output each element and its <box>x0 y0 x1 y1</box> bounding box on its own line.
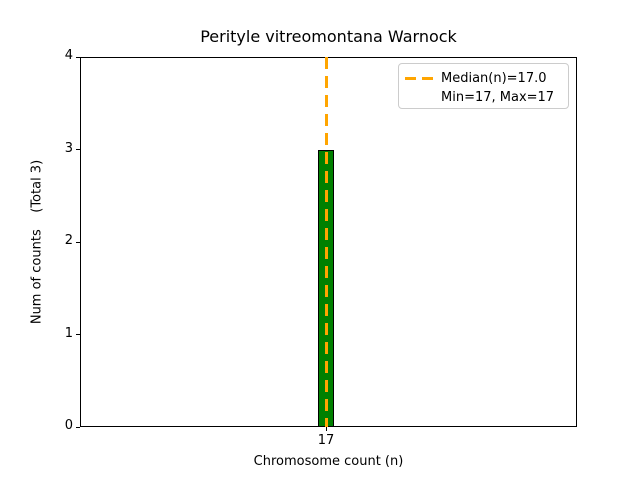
y-tick-mark <box>76 426 80 428</box>
y-tick-mark <box>76 149 80 150</box>
median-dashed-line-icon <box>405 77 433 80</box>
y-tick-mark <box>76 241 80 243</box>
legend-label-median: Median(n)=17.0 <box>441 71 547 86</box>
y-tick-mark <box>76 334 80 335</box>
x-tick-mark <box>325 427 327 431</box>
x-tick-label: 17 <box>317 433 335 448</box>
legend-handle-spacer <box>405 96 433 99</box>
chart-title: Perityle vitreomontana Warnock <box>200 27 457 46</box>
y-tick-label: 0 <box>64 418 73 433</box>
legend-label-minmax: Min=17, Max=17 <box>441 90 555 105</box>
y-tick-label: 4 <box>64 48 73 63</box>
y-tick-label: 3 <box>64 140 73 156</box>
y-tick-label: 1 <box>64 325 73 341</box>
y-tick-label: 2 <box>64 233 73 248</box>
legend-row-minmax: Min=17, Max=17 <box>405 88 560 107</box>
legend-box: Median(n)=17.0 Min=17, Max=17 <box>398 63 569 109</box>
x-axis-label: Chromosome count (n) <box>253 454 404 469</box>
median-line <box>324 57 328 427</box>
y-tick-mark <box>76 56 80 58</box>
legend-row-median: Median(n)=17.0 <box>405 69 560 88</box>
